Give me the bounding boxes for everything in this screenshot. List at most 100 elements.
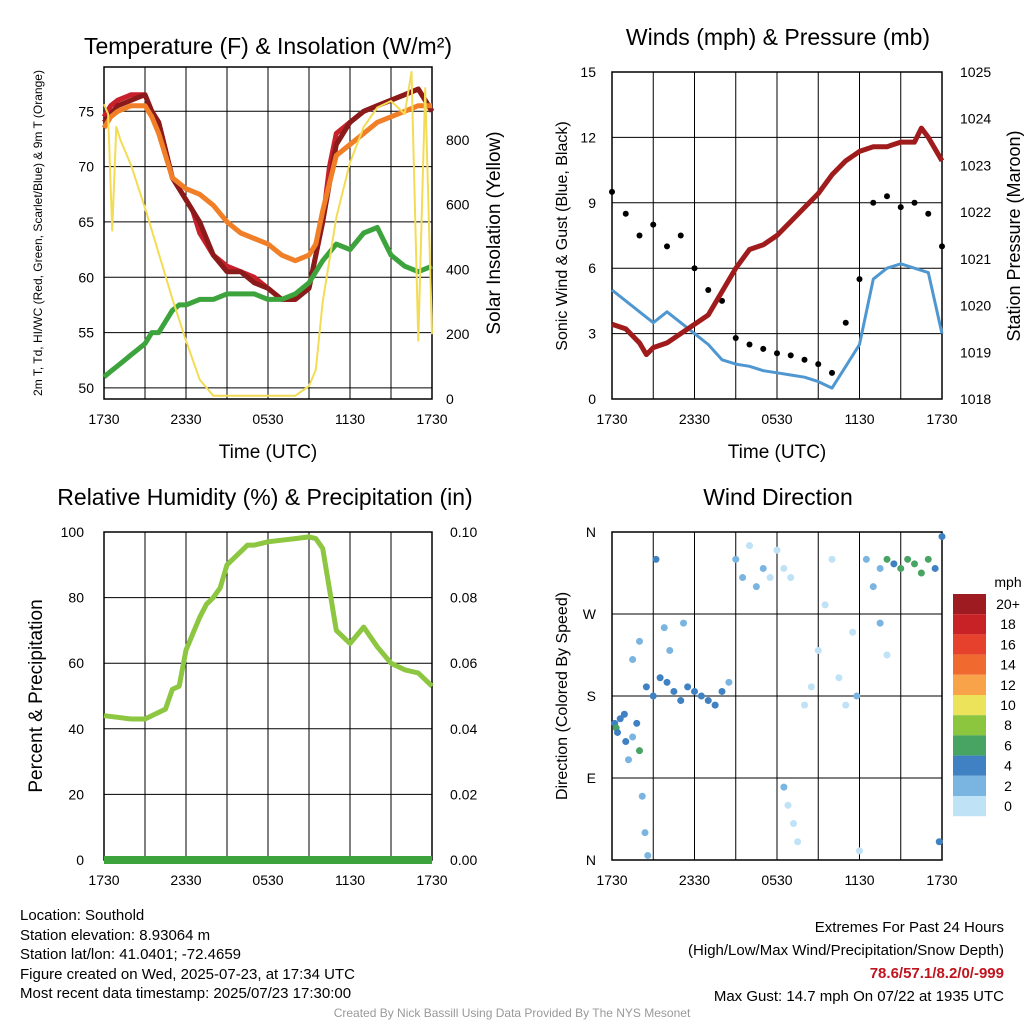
direction-point [684,683,692,691]
legend-swatch [953,654,986,675]
y-tick-label: 50 [78,380,94,396]
series-9m-t [101,103,432,264]
x-axis-label: Time (UTC) [728,442,827,463]
direction-point [931,564,939,572]
x-tick-label: 1730 [416,411,447,427]
direction-point [780,564,788,572]
direction-point [622,738,630,746]
direction-point [656,674,664,682]
x-tick-label: 0530 [252,411,283,427]
gust-point [622,210,629,217]
series-pressure [611,125,945,358]
series-hi [102,86,435,302]
y-tick-label: N [586,852,596,868]
y-tick-label: 0 [588,391,596,407]
y2-tick-label: 1020 [960,298,991,314]
gust-point [732,334,739,341]
gust-point [939,243,945,250]
legend-label: 6 [1004,737,1012,753]
direction-point [691,687,698,695]
gust-point [815,361,822,368]
direction-point [842,701,850,709]
direction-point [835,674,843,682]
y2-tick-label: 400 [446,261,470,277]
y2-tick-label: 0.06 [450,655,477,671]
y-tick-label: 20 [68,786,84,802]
x-tick-label: 1730 [926,872,957,888]
gust-point [746,341,753,348]
gust-point [650,221,657,228]
direction-point [807,683,815,691]
gust-point [884,193,890,200]
x-tick-label: 1730 [596,872,627,888]
direction-point [718,687,726,695]
y-tick-label: 12 [580,129,596,145]
y-axis-label: Percent & Precipitation [26,599,47,792]
direction-point [856,847,863,855]
gust-point [787,352,794,359]
direction-point [636,747,643,755]
legend-swatch [953,634,986,655]
legend-swatch [953,735,986,756]
x-tick-label: 0530 [761,872,792,888]
y2-tick-label: 0.02 [450,786,477,802]
direction-point [680,619,687,627]
legend-label: 8 [1004,717,1012,733]
y2-tick-label: 1018 [960,391,991,407]
direction-point [644,851,652,859]
credit-text: Created By Nick Bassill Using Data Provi… [333,1006,691,1020]
legend-label: 14 [1000,657,1016,673]
gust-point [774,350,780,357]
y-tick-label: E [587,770,596,786]
direction-point [629,656,637,664]
y-tick-label: 100 [61,524,85,540]
chart-title: Temperature (F) & Insolation (W/m²) [84,33,452,59]
direction-point [917,569,925,577]
x-axis-label: Time (UTC) [219,442,318,463]
direction-point [801,701,808,709]
y2-tick-label: 1025 [960,64,991,80]
direction-point [773,546,781,554]
direction-point [897,564,905,572]
gust-point [801,356,808,363]
gust-point [609,188,615,195]
direction-point [784,801,792,809]
gust-point [705,287,712,293]
y2-axis-label: Solar Insolation (Yellow) [484,131,505,334]
y2-tick-label: 200 [446,326,470,342]
extremes-values: 78.6/57.1/8.2/0/-999 [869,965,1004,982]
y-tick-label: 3 [588,326,596,342]
direction-point [732,555,740,563]
direction-point [663,678,671,686]
y2-tick-label: 800 [446,132,470,148]
direction-point [666,646,674,654]
y-tick-label: 0 [76,852,84,868]
direction-point [641,829,649,837]
direction-point [670,687,678,695]
station-info: Location: Southold Station elevation: 8.… [20,906,355,1004]
y-axis-label: Sonic Wind & Gust (Blue, Black) [554,121,571,350]
direction-point [746,542,753,550]
legend-label: 20+ [996,596,1020,612]
gust-point [636,232,643,239]
gust-point [664,243,670,250]
legend-label: 12 [1000,677,1016,693]
elevation-text: Station elevation: 8.93064 m [20,926,211,944]
location-text: Location: Southold [20,907,145,924]
legend-title: mph [994,574,1021,590]
created-text: Figure created on Wed, 2025-07-23, at 17… [20,965,355,983]
direction-point [677,697,685,705]
legend-label: 0 [1004,798,1012,814]
x-tick-label: 0530 [761,411,792,427]
direction-point [752,583,760,591]
direction-point [876,619,884,627]
y2-tick-label: 600 [446,197,470,213]
y2-tick-label: 0.08 [450,590,477,606]
direction-point [876,564,884,572]
y2-tick-label: 1024 [960,111,991,127]
y-tick-label: 55 [78,325,94,341]
legend-swatch [953,715,986,736]
series-sonic-wind [611,262,944,390]
legend-swatch [953,695,986,716]
gust-point [691,265,698,272]
